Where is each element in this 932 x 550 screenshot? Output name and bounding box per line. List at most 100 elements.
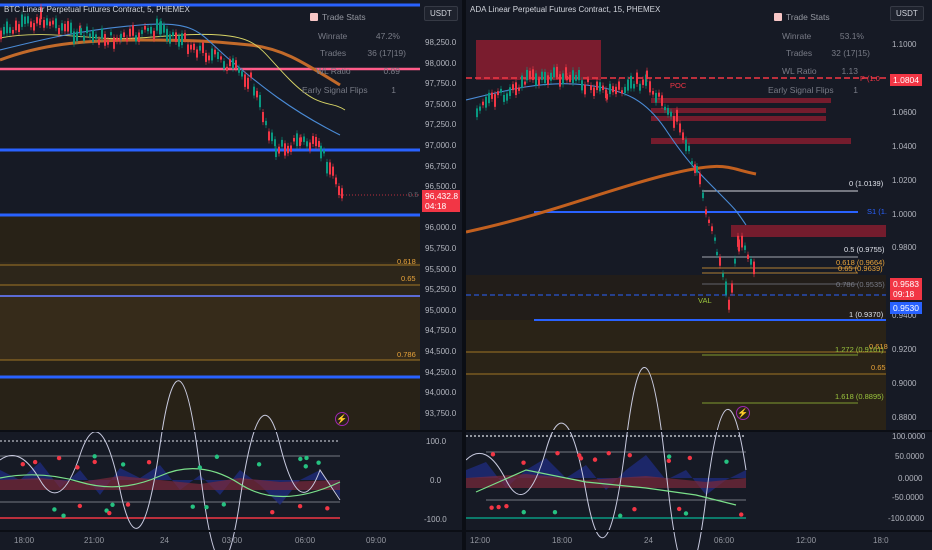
candle-body — [605, 89, 607, 99]
signal-dot — [739, 512, 744, 517]
signal-dot — [52, 507, 57, 512]
candle-body — [639, 83, 641, 91]
price-axis-label: 94,000.0 — [425, 388, 457, 398]
price-axis-label: 0.9800 — [892, 243, 917, 253]
signal-dot — [214, 454, 220, 459]
candle-body — [287, 145, 289, 154]
ada-chart-canvas[interactable] — [466, 0, 932, 550]
winrate-value: 47.2% — [375, 31, 400, 41]
candle-body — [332, 166, 334, 176]
btc-chart-pane[interactable]: BTC Linear Perpetual Futures Contract, 5… — [0, 0, 462, 550]
wl-ratio-value: 1.13 — [841, 66, 858, 76]
candle-body — [575, 74, 577, 81]
candle-body — [110, 32, 112, 36]
ada-chart-pane[interactable]: ADA Linear Perpetual Futures Contract, 1… — [466, 0, 932, 550]
winrate-label: Winrate — [782, 31, 812, 41]
candle-body — [503, 94, 505, 102]
candle-body — [621, 90, 623, 94]
candle-body — [682, 132, 684, 140]
layout-divider[interactable] — [462, 0, 466, 550]
currency-selector[interactable]: USDT — [424, 6, 458, 21]
trades-value: 32 (17|15) — [831, 48, 870, 58]
trades-label: Trades — [786, 48, 813, 58]
trade-stats-header: Trade Stats — [774, 12, 830, 22]
candle-body — [565, 67, 567, 78]
btc-chart-canvas[interactable] — [0, 0, 462, 550]
candle-body — [95, 34, 97, 39]
candle-body — [241, 71, 243, 77]
candle-body — [190, 44, 192, 50]
candle-body — [141, 30, 143, 34]
btc-oscillator-dots — [20, 454, 330, 518]
candle-body — [40, 6, 42, 20]
candle-body — [547, 75, 549, 86]
candle-body — [205, 52, 207, 62]
lightning-icon[interactable]: ⚡ — [736, 406, 750, 420]
candle-body — [541, 71, 543, 80]
candle-body — [642, 79, 644, 85]
price-axis-label: 98,000.0 — [425, 58, 457, 68]
candle-body — [696, 165, 698, 173]
pane-divider[interactable] — [466, 430, 932, 432]
signal-dot — [504, 503, 509, 509]
candle-body — [163, 24, 165, 33]
current-price-tag: 96,432.8 04:18 — [422, 190, 460, 212]
candle-body — [184, 32, 186, 40]
winrate-label: Winrate — [318, 31, 348, 41]
signal-dot — [270, 509, 275, 515]
candle-body — [529, 70, 531, 80]
pane-divider[interactable] — [0, 430, 462, 432]
signal-dot — [627, 452, 632, 458]
val-label: VAL — [698, 296, 712, 305]
candle-body — [500, 88, 502, 93]
candle-body — [18, 24, 20, 33]
candle-body — [584, 84, 586, 95]
signal-dot — [92, 459, 97, 465]
candle-body — [46, 18, 48, 26]
candle-body — [725, 281, 727, 295]
signal-dot — [120, 462, 126, 467]
candle-body — [61, 23, 63, 31]
candle-body — [83, 35, 85, 42]
time-axis-label: 12:00 — [470, 536, 491, 545]
time-axis-label: 12:00 — [796, 536, 817, 545]
signal-dot — [632, 507, 637, 512]
candle-body — [259, 95, 261, 108]
price-axis-label: 93,750.0 — [425, 408, 457, 418]
time-axis-label: 24 — [160, 536, 169, 545]
candle-body — [0, 30, 2, 40]
time-axis-label: 06:00 — [714, 536, 735, 545]
price-axis-label: 0.8800 — [892, 412, 917, 422]
candle-body — [664, 106, 666, 111]
price-axis-label: 1.0000 — [892, 209, 917, 219]
candle-body — [92, 30, 94, 42]
signal-dot — [666, 458, 672, 464]
candle-body — [33, 23, 35, 31]
currency-selector[interactable]: USDT — [890, 6, 924, 21]
candle-body — [166, 28, 168, 41]
lightning-icon[interactable]: ⚡ — [335, 412, 349, 426]
signal-dot — [146, 459, 152, 465]
candle-body — [479, 106, 481, 111]
candle-body — [281, 139, 283, 147]
trade-stats-table: Trade Stats Winrate 53.1% Trades 32 (17|… — [768, 12, 884, 102]
fib-0618-label: 0.618 (0.9664) — [836, 258, 885, 267]
candle-body — [315, 136, 317, 147]
signal-dot — [190, 504, 195, 509]
candle-body — [596, 81, 598, 91]
signal-dot — [606, 450, 611, 456]
signal-dot — [297, 504, 303, 509]
candle-body — [80, 28, 82, 36]
candle-body — [135, 35, 137, 42]
candle-body — [544, 71, 546, 84]
price-axis-label: 94,250.0 — [425, 367, 457, 377]
fib-0-label: 0 (1.0139) — [849, 179, 884, 188]
candle-body — [658, 92, 660, 97]
time-axis-label: 09:00 — [366, 536, 387, 545]
candle-body — [196, 49, 198, 58]
candle-body — [744, 245, 746, 250]
signal-dot — [666, 454, 672, 459]
price-axis-label: 94,500.0 — [425, 347, 457, 356]
trade-stats-table: Trade Stats Winrate 47.2% Trades 36 (17|… — [302, 12, 420, 102]
candle-body — [274, 139, 276, 147]
